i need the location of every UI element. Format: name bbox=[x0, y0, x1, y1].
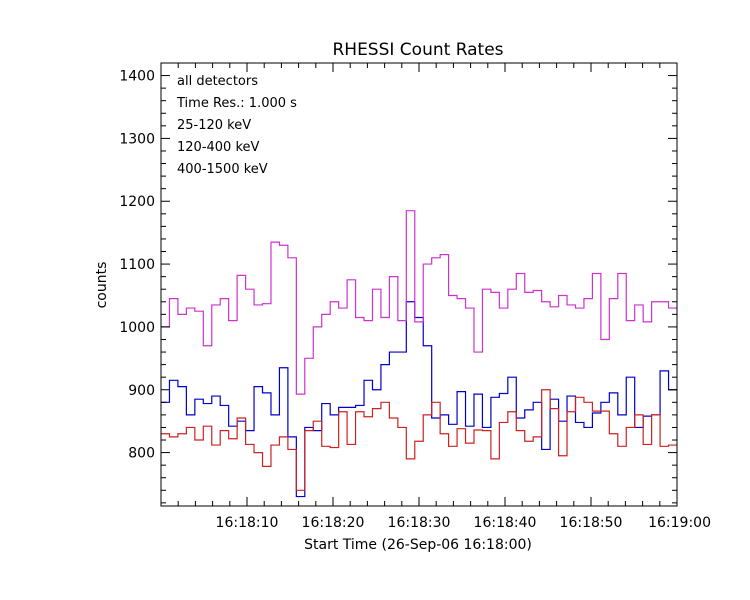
y-tick-label: 900 bbox=[128, 383, 155, 399]
y-axis-label: counts bbox=[94, 262, 110, 309]
y-tick-label: 1300 bbox=[119, 131, 155, 147]
x-tick-label: 16:18:30 bbox=[388, 515, 451, 531]
legend: all detectors Time Res.: 1.000 s 25-120 … bbox=[176, 74, 297, 177]
series-line-400-1500-kev bbox=[161, 389, 677, 491]
y-tick-label: 1100 bbox=[119, 257, 155, 273]
y-tick-label: 800 bbox=[128, 446, 155, 462]
annotation-detectors: all detectors bbox=[177, 74, 258, 89]
series-layer bbox=[161, 210, 677, 498]
x-axis-label: Start Time (26-Sep-06 16:18:00) bbox=[304, 537, 532, 553]
x-tick-label: 16:18:10 bbox=[216, 515, 279, 531]
chart-title: RHESSI Count Rates bbox=[332, 40, 503, 60]
legend-entry-400-1500-kev: 400-1500 keV bbox=[177, 162, 268, 177]
legend-entry-120-400-kev: 120-400 keV bbox=[177, 140, 260, 155]
series-line-120-400-kev bbox=[161, 210, 677, 395]
x-tick-label: 16:18:50 bbox=[560, 515, 623, 531]
x-tick-label: 16:18:40 bbox=[474, 515, 537, 531]
legend-entry-25-120-kev: 25-120 keV bbox=[177, 118, 251, 133]
axis-ticks bbox=[161, 62, 678, 506]
x-tick-label: 16:19:00 bbox=[648, 515, 711, 531]
y-tick-label: 1400 bbox=[119, 69, 155, 85]
axis-tick-labels: 800 900 1000 1100 1200 1300 1400 16:18:10 16:18:… bbox=[119, 69, 711, 531]
x-tick-label: 16:18:20 bbox=[302, 515, 365, 531]
y-tick-label: 1200 bbox=[119, 194, 155, 210]
y-tick-label: 1000 bbox=[119, 320, 155, 336]
annotation-time-res: Time Res.: 1.000 s bbox=[176, 96, 297, 111]
series-line-25-120-kev bbox=[161, 301, 677, 498]
